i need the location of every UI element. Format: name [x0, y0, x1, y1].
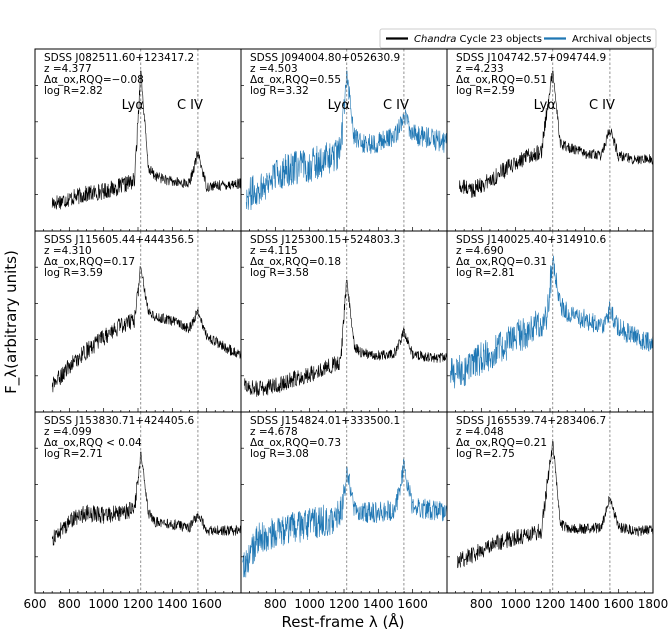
panel-redshift: z =4.115 — [250, 245, 298, 257]
x-axis-label: Rest-frame λ (Å) — [282, 612, 405, 631]
panel-log-r: log R=3.08 — [250, 448, 309, 460]
legend-label-chandra: Chandra Cycle 23 objects — [414, 34, 542, 45]
panel-5: SDSS J125300.15+524803.3z =4.115Δα_ox,RQ… — [240, 230, 448, 413]
emission-line-label: Lyα — [328, 98, 350, 113]
emission-line-label: Lyα — [534, 98, 556, 113]
x-tick-label: 800 — [264, 597, 287, 611]
panel-object-name: SDSS J153830.71+424405.6 — [44, 415, 195, 427]
panel-log-r: log R=3.58 — [250, 267, 309, 279]
x-tick-label: 800 — [58, 597, 81, 611]
spectrum-line — [450, 255, 654, 389]
panel-log-r: log R=2.81 — [456, 267, 515, 279]
panel-object-name: SDSS J125300.15+524803.3 — [250, 234, 400, 246]
panel-redshift: z =4.503 — [250, 63, 298, 75]
panel-6: SDSS J140025.40+314910.6z =4.690Δα_ox,RQ… — [446, 230, 654, 413]
spectrum-line — [51, 451, 242, 546]
panel-8: SDSS J154824.01+333500.1z =4.678Δα_ox,RQ… — [240, 411, 448, 611]
spectrum-line — [457, 441, 654, 569]
panel-redshift: z =4.690 — [456, 245, 504, 257]
panel-delta-alpha: Δα_ox,RQQ=0.21 — [456, 437, 547, 449]
spectrum-line — [51, 70, 242, 210]
emission-line-label: Lyα — [122, 98, 144, 113]
x-tick-label: 1000 — [294, 597, 325, 611]
panel-delta-alpha: Δα_ox,RQQ=0.18 — [250, 256, 341, 268]
x-tick-label: 1200 — [329, 597, 360, 611]
spectrum-line — [51, 266, 242, 393]
x-tick-label: 1200 — [123, 597, 154, 611]
panel-object-name: SDSS J140025.40+314910.6 — [456, 234, 607, 246]
spectrum-line — [245, 70, 448, 211]
legend-label-chandra-italic: Chandra — [414, 34, 456, 45]
panel-redshift: z =4.233 — [456, 63, 504, 75]
spectrum-line — [242, 458, 448, 578]
x-tick-label: 1000 — [500, 597, 531, 611]
panel-delta-alpha: Δα_ox,RQQ=0.31 — [456, 256, 547, 268]
panel-object-name: SDSS J154824.01+333500.1 — [250, 415, 400, 427]
emission-line-label: C IV — [589, 98, 615, 113]
panel-redshift: z =4.048 — [456, 426, 504, 438]
panel-object-name: SDSS J165539.74+283406.7 — [456, 415, 606, 427]
x-tick-label: 1400 — [363, 597, 394, 611]
panel-delta-alpha: Δα_ox,RQQ=0.51 — [456, 74, 547, 86]
x-tick-label: 1600 — [603, 597, 634, 611]
panel-log-r: log R=3.59 — [44, 267, 103, 279]
panel-3: Lyα C IV SDSS J104742.57+094744.9z =4.233Δ… — [446, 48, 654, 232]
x-tick-label: 1200 — [535, 597, 566, 611]
panel-delta-alpha: Δα_ox,RQQ=−0.08 — [44, 74, 144, 86]
emission-line-label: C IV — [177, 98, 203, 113]
x-tick-label: 1600 — [397, 597, 428, 611]
panel-log-r: log R=2.75 — [456, 448, 515, 460]
legend-label-chandra-rest: Cycle 23 objects — [456, 34, 542, 45]
y-axis-label: F_λ(arbitrary units) — [2, 250, 21, 394]
panel-7: SDSS J153830.71+424405.6z =4.099Δα_ox,RQ… — [24, 411, 242, 611]
x-tick-label: 1400 — [157, 597, 188, 611]
panel-4: SDSS J115605.44+444356.5z =4.310Δα_ox,RQ… — [34, 230, 242, 413]
spectrum-line — [244, 279, 448, 397]
panel-delta-alpha: Δα_ox,RQQ=0.73 — [250, 437, 341, 449]
panel-redshift: z =4.310 — [44, 245, 92, 257]
panel-9: SDSS J165539.74+283406.7z =4.048Δα_ox,RQ… — [446, 411, 669, 611]
x-tick-label: 1800 — [638, 597, 669, 611]
panel-delta-alpha: Δα_ox,RQQ=0.55 — [250, 74, 341, 86]
legend-frame — [379, 28, 657, 49]
panel-object-name: SDSS J104742.57+094744.9 — [456, 52, 606, 64]
panel-log-r: log R=2.71 — [44, 448, 103, 460]
panel-log-r: log R=2.59 — [456, 85, 515, 97]
x-tick-label: 1000 — [88, 597, 119, 611]
panel-log-r: log R=2.82 — [44, 85, 103, 97]
x-tick-label: 800 — [470, 597, 493, 611]
panel-object-name: SDSS J115605.44+444356.5 — [44, 234, 194, 246]
x-tick-label: 600 — [24, 597, 47, 611]
panel-2: Lyα C IV SDSS J094004.80+052630.9z =4.503Δ… — [240, 48, 448, 232]
emission-line-label: C IV — [383, 98, 409, 113]
panel-log-r: log R=3.32 — [250, 85, 309, 97]
x-tick-label: 1600 — [191, 597, 222, 611]
panel-redshift: z =4.678 — [250, 426, 298, 438]
panel-redshift: z =4.099 — [44, 426, 92, 438]
legend-label-archival: Archival objects — [572, 34, 651, 45]
legend: Chandra Cycle 23 objects Archival object… — [379, 28, 657, 49]
panel-delta-alpha: Δα_ox,RQQ=0.17 — [44, 256, 135, 268]
x-tick-label: 1400 — [569, 597, 600, 611]
spectrum-line — [458, 70, 654, 198]
panel-object-name: SDSS J094004.80+052630.9 — [250, 52, 400, 64]
panel-redshift: z =4.377 — [44, 63, 92, 75]
panel-delta-alpha: Δα_ox,RQQ < 0.04 — [44, 437, 142, 449]
panel-object-name: SDSS J082511.60+123417.2 — [44, 52, 194, 64]
panel-1: Lyα C IV SDSS J082511.60+123417.2z =4.377Δ… — [34, 48, 242, 232]
